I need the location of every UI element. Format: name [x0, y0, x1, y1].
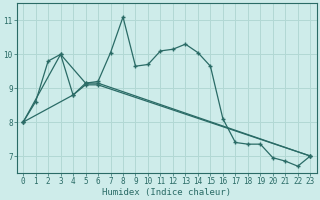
X-axis label: Humidex (Indice chaleur): Humidex (Indice chaleur) — [102, 188, 231, 197]
